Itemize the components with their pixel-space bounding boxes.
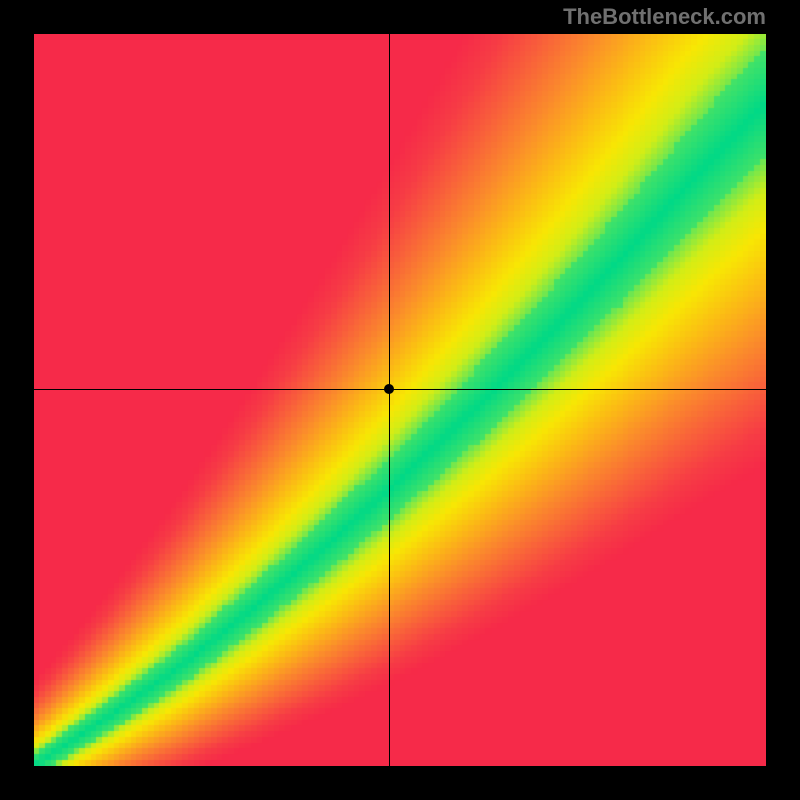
heatmap-canvas bbox=[34, 34, 766, 766]
crosshair-horizontal bbox=[34, 389, 766, 390]
marker-dot bbox=[384, 384, 394, 394]
crosshair-vertical bbox=[389, 34, 390, 766]
heatmap-plot bbox=[34, 34, 766, 766]
attribution-text: TheBottleneck.com bbox=[563, 4, 766, 30]
